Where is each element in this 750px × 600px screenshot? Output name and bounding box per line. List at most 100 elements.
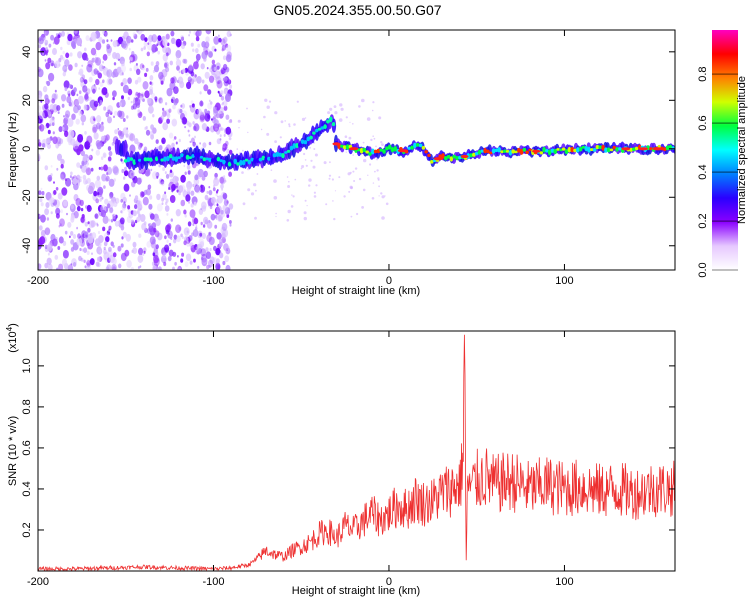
noise-blob: [188, 64, 193, 71]
noise-blob: [175, 55, 180, 61]
scatter-dot: [287, 209, 291, 214]
noise-blob: [110, 39, 113, 42]
scatter-dot: [366, 117, 371, 121]
noise-blob: [154, 47, 158, 52]
noise-blob: [64, 113, 70, 120]
noise-blob: [67, 118, 74, 127]
noise-blob: [84, 131, 87, 135]
noise-blob: [223, 105, 228, 111]
spectrogram-y-ticks: -40 -20 0 20 40: [21, 46, 675, 254]
scatter-dot: [349, 185, 353, 189]
noise-blob: [121, 204, 127, 211]
noise-blob: [175, 59, 182, 67]
noise-blob: [222, 37, 228, 44]
ridge-core: [469, 153, 473, 158]
ridge-core: [166, 155, 170, 162]
noise-blob: [185, 194, 191, 202]
noise-blob: [222, 192, 228, 200]
noise-blob: [96, 70, 100, 75]
noise-blob: [143, 189, 148, 195]
noise-blob: [58, 263, 64, 270]
noise-blob: [156, 175, 159, 179]
noise-blob: [141, 143, 144, 147]
noise-blob: [124, 249, 130, 257]
noise-blob: [90, 167, 94, 172]
noise-blob: [190, 42, 194, 47]
noise-blob: [158, 117, 163, 124]
noise-blob: [38, 263, 42, 270]
noise-blob: [208, 141, 212, 146]
scatter-dot: [377, 178, 380, 181]
noise-blob: [220, 38, 226, 46]
ridge-core: [480, 149, 485, 153]
noise-blob: [103, 241, 108, 247]
noise-blob: [46, 244, 53, 252]
scatter-dot: [362, 188, 366, 192]
ridge-core: [292, 143, 297, 149]
noise-blob: [91, 69, 97, 77]
noise-blob: [161, 197, 165, 202]
noise-blob: [106, 203, 111, 209]
noise-blob: [203, 56, 207, 62]
noise-blob: [53, 181, 55, 184]
noise-blob: [50, 165, 53, 168]
ridge-core: [295, 142, 299, 149]
noise-blob: [134, 138, 139, 145]
noise-blob: [217, 265, 221, 269]
noise-blob: [155, 61, 160, 67]
noise-blob: [172, 266, 175, 270]
ridge-core: [196, 152, 201, 158]
noise-blob: [129, 144, 136, 154]
noise-blob: [172, 104, 176, 110]
noise-blob: [153, 227, 157, 233]
noise-blob: [175, 141, 178, 145]
noise-blob: [152, 127, 157, 134]
noise-blob: [87, 227, 91, 233]
noise-blob: [106, 77, 113, 86]
noise-blob: [220, 176, 226, 185]
noise-blob: [89, 182, 95, 191]
scatter-dot: [273, 179, 277, 183]
noise-blob: [171, 118, 178, 127]
scatter-dot: [380, 141, 383, 144]
noise-blob: [52, 136, 58, 145]
noise-blob: [78, 71, 80, 75]
y-tick-label: 0.8: [21, 399, 33, 414]
scatter-dot: [358, 177, 362, 181]
noise-blob: [75, 198, 82, 206]
noise-blob: [96, 223, 99, 227]
noise-blob: [165, 102, 168, 106]
noise-blob: [85, 57, 89, 61]
noise-blob: [54, 89, 57, 93]
noise-blob: [204, 108, 208, 113]
noise-blob: [77, 134, 84, 143]
noise-blob: [148, 203, 153, 210]
noise-blob: [165, 109, 171, 117]
noise-blob: [47, 111, 52, 117]
noise-blob: [195, 225, 198, 228]
noise-blob: [215, 247, 221, 256]
noise-blob: [132, 247, 138, 255]
noise-blob: [44, 31, 47, 35]
noise-blob: [228, 171, 233, 177]
ridge-core: [615, 147, 619, 152]
noise-blob: [169, 195, 176, 203]
noise-blob: [208, 189, 213, 196]
ridge-core: [205, 157, 209, 161]
noise-blob: [148, 34, 154, 43]
noise-blob: [122, 196, 127, 204]
ridge-core: [387, 144, 392, 150]
scatter-dot: [238, 127, 240, 129]
ridge-core: [272, 153, 277, 158]
ridge-core: [286, 149, 291, 153]
scatter-dot: [300, 167, 303, 170]
scatter-dot: [288, 123, 291, 126]
scatter-dot: [352, 154, 355, 156]
noise-blob: [77, 233, 81, 239]
ridge-core: [278, 152, 283, 157]
noise-blob: [60, 164, 64, 169]
noise-blob: [179, 108, 183, 114]
noise-blob: [79, 176, 82, 179]
ridge-hotspot: [348, 147, 359, 151]
